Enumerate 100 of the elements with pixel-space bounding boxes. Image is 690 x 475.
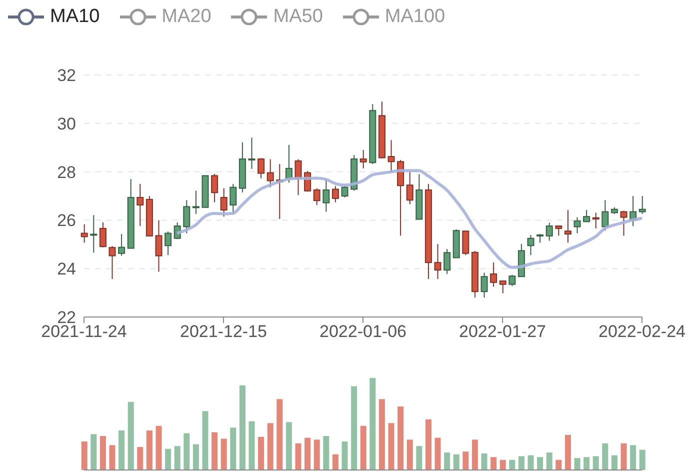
y-tick-label: 32: [57, 66, 76, 86]
bar: [406, 440, 413, 470]
candlestick: [248, 137, 256, 170]
candlestick: [99, 222, 106, 248]
bar: [639, 450, 646, 470]
candlestick: [192, 190, 200, 214]
candlestick: [294, 158, 302, 196]
candlestick: [322, 178, 330, 212]
bar: [574, 458, 580, 470]
bar: [128, 402, 134, 470]
bar: [332, 454, 338, 470]
bar: [192, 444, 199, 470]
bar: [584, 457, 590, 470]
bar: [490, 457, 497, 470]
candlestick: [499, 280, 506, 294]
bar: [202, 411, 208, 470]
candlestick: [230, 183, 237, 214]
bar: [314, 440, 320, 470]
bar: [481, 453, 488, 470]
candlestick: [155, 220, 162, 272]
bar: [100, 436, 106, 470]
y-tick-label: 26: [57, 211, 76, 230]
bar: [518, 456, 524, 470]
bar: [146, 430, 152, 470]
x-tick-label: 2022-01-27: [459, 322, 546, 342]
bar: [276, 399, 283, 470]
candlestick: [258, 158, 265, 179]
candlestick: [211, 173, 218, 203]
bar: [230, 428, 236, 470]
bar: [118, 430, 125, 470]
bar: [248, 421, 255, 470]
x-tick-label: 2022-01-06: [320, 322, 406, 342]
bar: [556, 460, 562, 470]
candlestick: [360, 150, 367, 169]
bar: [304, 438, 311, 470]
bar: [462, 452, 469, 470]
bar: [342, 441, 348, 470]
candlestick: [434, 243, 442, 280]
candlestick: [555, 226, 562, 236]
bar: [351, 386, 358, 470]
bar: [165, 448, 172, 470]
candlestick: [592, 212, 600, 229]
legend-label: MA50: [273, 6, 323, 28]
bar: [537, 457, 544, 470]
candlestick: [527, 234, 534, 256]
x-tick-label: 2021-12-15: [180, 322, 267, 342]
bar: [370, 378, 376, 470]
bar: [137, 447, 144, 470]
candlestick: [583, 210, 590, 222]
candlestick: [164, 231, 172, 256]
candlestick: [90, 214, 98, 254]
candlestick: [620, 210, 628, 236]
bar: [388, 423, 394, 470]
bar: [258, 436, 264, 470]
bar: [184, 433, 190, 470]
bar: [434, 438, 441, 470]
bar: [323, 436, 330, 470]
bar: [620, 443, 627, 470]
bar: [398, 406, 404, 470]
bar: [416, 446, 422, 470]
candlestick: [406, 171, 414, 205]
candlestick: [462, 230, 470, 256]
x-tick-label: 2022-02-24: [598, 322, 686, 342]
bar: [630, 445, 636, 470]
bar: [592, 456, 599, 470]
bar: [453, 454, 460, 470]
candlestick: [546, 222, 553, 242]
bar: [81, 441, 88, 470]
y-tick-label: 28: [57, 162, 76, 182]
bar: [611, 455, 618, 470]
bar: [378, 399, 385, 470]
bar: [564, 435, 571, 470]
candlestick: [602, 200, 609, 232]
bar: [220, 438, 227, 470]
bar: [425, 419, 432, 470]
bar: [286, 422, 292, 470]
bar: [509, 460, 516, 470]
bar: [90, 434, 97, 470]
candlestick: [183, 200, 190, 234]
candlestick: [80, 224, 88, 244]
bar: [109, 445, 116, 470]
bar: [239, 385, 246, 470]
x-tick-label: 2021-11-24: [41, 322, 127, 342]
candlestick: [118, 233, 126, 256]
bar: [267, 423, 274, 470]
bar: [360, 426, 366, 470]
bar: [444, 452, 450, 470]
y-tick-label: 24: [57, 260, 76, 279]
bar: [156, 426, 162, 470]
candlestick: [508, 274, 516, 287]
candlestick: [266, 158, 274, 188]
candlestick: [444, 248, 451, 274]
candlestick: [341, 186, 348, 198]
bar: [602, 443, 608, 470]
bar: [174, 446, 180, 470]
bar: [472, 440, 478, 470]
candlestick: [332, 186, 339, 203]
candlestick: [108, 246, 116, 280]
candlestick: [564, 210, 572, 244]
candlestick: [490, 262, 498, 288]
